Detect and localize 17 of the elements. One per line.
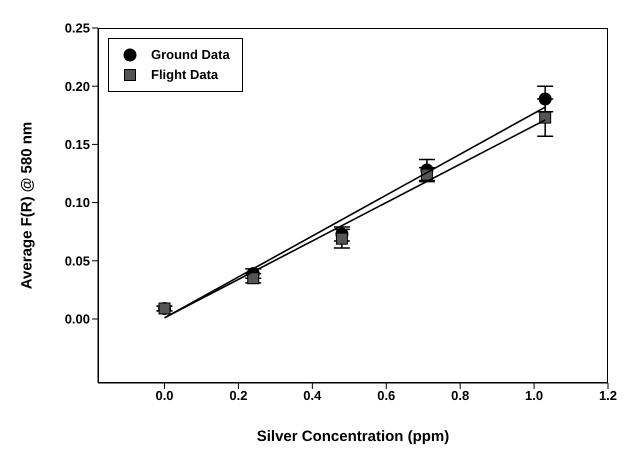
- x-tick-label: 1.2: [598, 388, 618, 404]
- x-tick-label: 0.2: [229, 388, 248, 404]
- y-tick-label: 0.10: [64, 195, 90, 210]
- legend-label: Ground Data: [151, 46, 230, 64]
- x-tick-label: 0.6: [377, 388, 396, 404]
- y-tick-label: 0.05: [64, 253, 90, 268]
- y-tick-label: 0.15: [64, 137, 90, 152]
- x-tick-label: 0.4: [303, 388, 322, 404]
- x-tick-label: 0.8: [451, 388, 470, 404]
- x-axis-title: Silver Concentration (ppm): [256, 428, 450, 445]
- x-tick-label: 0.0: [155, 388, 174, 404]
- y-axis-title: Average F(R) @ 580 nm: [18, 122, 36, 290]
- y-tick-label: 0.25: [64, 20, 90, 36]
- y-tick-label: 0.00: [64, 312, 90, 327]
- legend-label: Flight Data: [151, 66, 218, 84]
- x-tick-label: 1.0: [525, 388, 544, 404]
- y-tick-label: 0.20: [64, 78, 90, 94]
